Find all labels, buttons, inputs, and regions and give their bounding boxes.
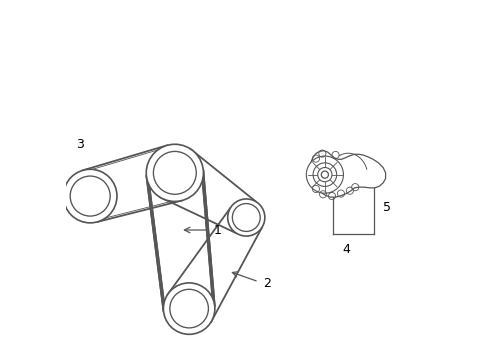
- Circle shape: [305, 156, 343, 193]
- Text: 3: 3: [76, 138, 84, 151]
- Text: 4: 4: [342, 243, 349, 256]
- Circle shape: [146, 144, 203, 202]
- Circle shape: [317, 167, 331, 182]
- Circle shape: [163, 283, 214, 334]
- Text: 2: 2: [263, 277, 271, 290]
- Text: 1: 1: [214, 224, 222, 237]
- Circle shape: [227, 199, 264, 236]
- Circle shape: [312, 163, 336, 186]
- Text: 5: 5: [382, 201, 390, 214]
- Circle shape: [63, 169, 117, 223]
- Circle shape: [321, 171, 328, 178]
- Polygon shape: [310, 151, 385, 197]
